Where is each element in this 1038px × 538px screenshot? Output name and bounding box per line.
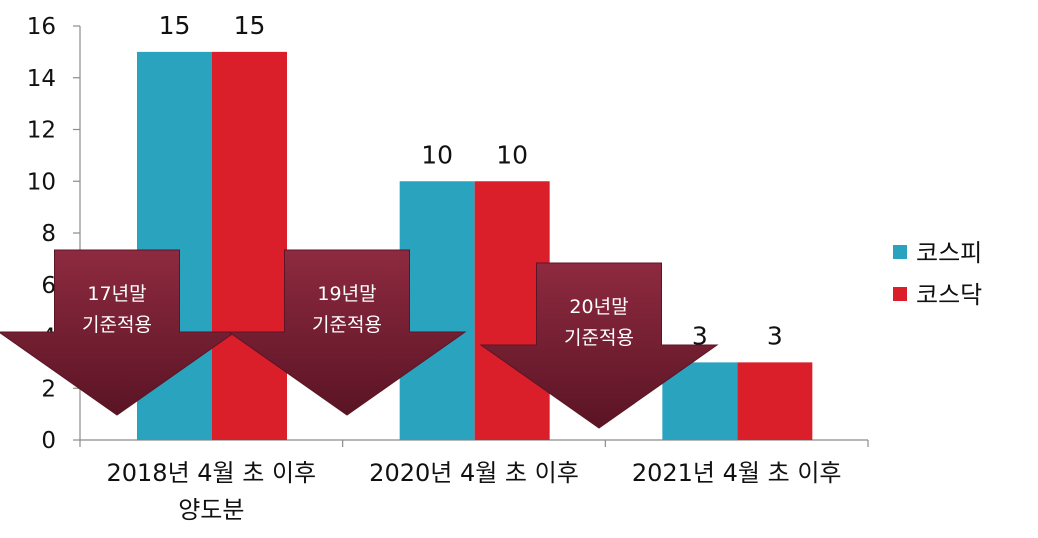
arrow-annotation-text: 기준적용 xyxy=(312,314,382,336)
y-tick-label: 16 xyxy=(27,14,56,40)
down-arrow-shape xyxy=(479,262,719,429)
down-arrow-shape xyxy=(227,249,467,416)
y-tick-label: 12 xyxy=(27,118,56,144)
y-tick-label: 0 xyxy=(41,428,56,454)
x-category-label: 2018년 4월 초 이후 xyxy=(107,459,317,487)
y-tick-label: 14 xyxy=(27,66,56,92)
legend-item: 코스피 xyxy=(893,239,982,267)
data-label: 10 xyxy=(496,140,528,169)
legend-item: 코스닥 xyxy=(893,281,982,309)
data-label: 15 xyxy=(159,11,191,40)
x-category-label: 2020년 4월 초 이후 xyxy=(369,459,579,487)
down-arrow-shape xyxy=(0,249,237,416)
legend-swatch xyxy=(893,245,907,259)
data-label: 10 xyxy=(421,140,453,169)
y-tick-label: 8 xyxy=(41,221,56,247)
arrow-annotation-text: 20년말 xyxy=(569,296,628,318)
data-label: 15 xyxy=(234,11,266,40)
y-tick-label: 10 xyxy=(27,169,56,195)
x-category-label: 양도분 xyxy=(178,496,244,524)
legend-label: 코스피 xyxy=(916,239,982,267)
arrow-annotation-text: 19년말 xyxy=(317,283,376,305)
arrow-annotation-text: 기준적용 xyxy=(564,327,634,349)
data-label: 3 xyxy=(767,321,783,350)
y-tick-label: 6 xyxy=(41,273,56,299)
data-label: 3 xyxy=(692,321,708,350)
data-labels: 15 15 10 10 3 3 xyxy=(159,11,783,351)
legend-label: 코스닥 xyxy=(916,281,982,309)
legend-swatch xyxy=(893,287,907,301)
x-category-label: 2021년 4월 초 이후 xyxy=(632,459,842,487)
bars xyxy=(137,51,813,440)
y-axis: 0246810121416 xyxy=(27,14,81,454)
arrow-annotation-text: 기준적용 xyxy=(82,314,152,336)
bar xyxy=(212,51,287,440)
bar xyxy=(737,362,813,440)
bar xyxy=(662,362,738,440)
arrow-annotation-text: 17년말 xyxy=(87,283,146,305)
y-tick-label: 2 xyxy=(41,376,56,402)
bar xyxy=(399,181,475,440)
